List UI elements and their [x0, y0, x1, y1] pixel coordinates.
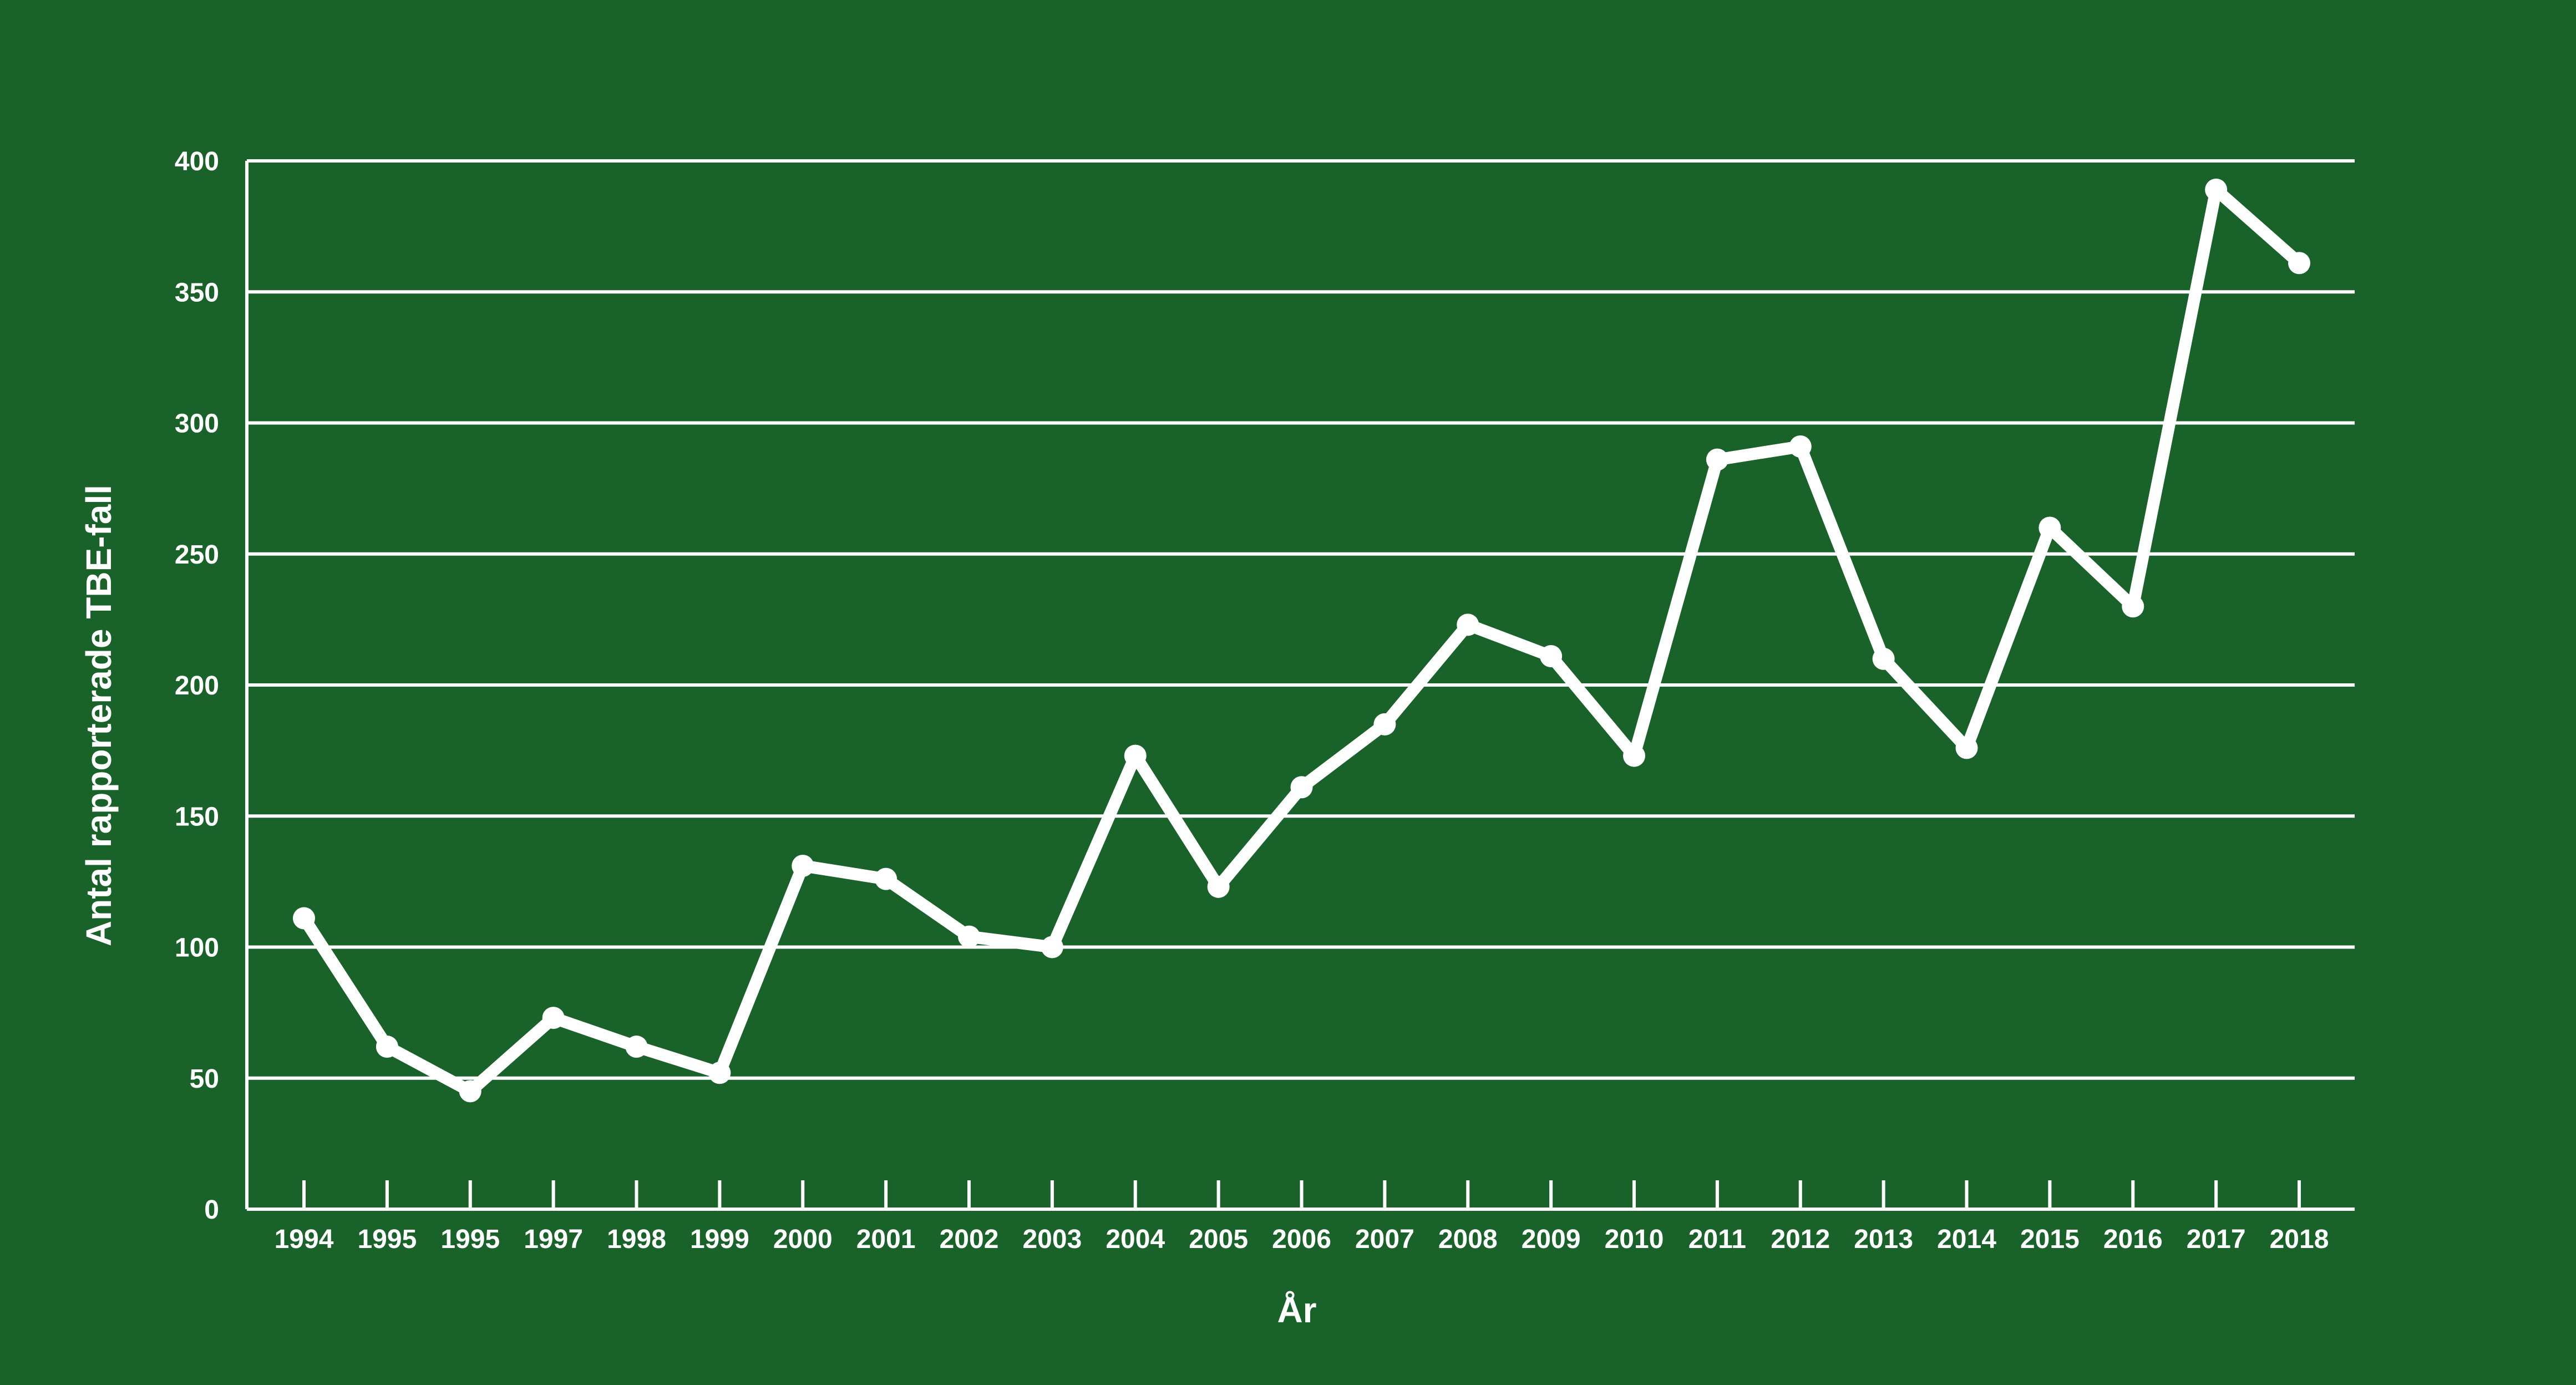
y-tick-labels: 0 50 100 150 200 250 300 350 400	[175, 147, 219, 1225]
data-point	[1041, 936, 1063, 958]
y-tick-label: 250	[175, 540, 219, 570]
x-tick-label: 1998	[607, 1225, 666, 1254]
x-tick-label: 2016	[2103, 1225, 2163, 1254]
y-tick-label: 100	[175, 934, 219, 963]
data-point	[459, 1080, 481, 1103]
x-tick-label: 2015	[2020, 1225, 2080, 1254]
data-point	[875, 867, 897, 890]
x-tick-label: 2007	[1355, 1225, 1414, 1254]
y-tick-label: 50	[190, 1064, 219, 1094]
data-point	[542, 1007, 565, 1029]
x-tick-label: 2004	[1106, 1225, 1165, 1254]
x-tick-label: 1997	[524, 1225, 583, 1254]
x-tick-label: 2012	[1771, 1225, 1830, 1254]
axes	[245, 161, 2355, 1211]
x-tick-label: 2001	[856, 1225, 916, 1254]
data-point	[2039, 516, 2061, 539]
y-axis-label: Antal rapporterade TBE-fall	[79, 485, 119, 946]
x-tick-label: 1995	[440, 1225, 500, 1254]
series	[293, 178, 2310, 1103]
data-point	[293, 907, 315, 930]
x-tick-label: 1995	[357, 1225, 417, 1254]
data-point	[2122, 595, 2144, 618]
data-point	[1457, 613, 1479, 636]
x-tick-label: 1994	[275, 1225, 334, 1254]
data-point	[1124, 744, 1147, 767]
y-tick-label: 0	[204, 1195, 219, 1225]
gridlines	[247, 159, 2355, 1080]
x-tick-label: 2017	[2187, 1225, 2246, 1254]
data-point	[1872, 647, 1895, 670]
data-point	[1290, 776, 1313, 799]
data-point	[1789, 435, 1812, 458]
x-tick-label: 2010	[1605, 1225, 1664, 1254]
x-tick-label: 2014	[1937, 1225, 1996, 1254]
data-point	[1207, 875, 1230, 898]
x-tick-label: 2006	[1272, 1225, 1331, 1254]
x-tick-label: 2011	[1688, 1225, 1746, 1254]
data-point	[1955, 737, 1978, 759]
x-tick-label: 2000	[773, 1225, 833, 1254]
data-point	[792, 855, 814, 877]
x-tick-label: 2005	[1189, 1225, 1248, 1254]
x-axis-label: År	[1277, 1290, 1316, 1330]
y-tick-label: 300	[175, 409, 219, 439]
x-tick-label: 2009	[1522, 1225, 1581, 1254]
x-tick-label: 2003	[1022, 1225, 1082, 1254]
data-point	[958, 925, 980, 948]
x-tick-label: 2013	[1854, 1225, 1913, 1254]
x-tick-label: 2018	[2270, 1225, 2329, 1254]
data-point	[2288, 252, 2310, 275]
x-tick-labels: 1994 1995 1995 1997 1998 1999 2000 2001 2002 2003…	[275, 1225, 2329, 1254]
y-tick-label: 200	[175, 671, 219, 701]
data-point	[1623, 744, 1645, 767]
x-tick-label: 1999	[690, 1225, 749, 1254]
data-point	[708, 1062, 731, 1084]
data-point	[376, 1036, 398, 1058]
x-tick-label: 2002	[940, 1225, 999, 1254]
data-point	[1540, 645, 1563, 668]
data-point	[625, 1036, 648, 1058]
data-point	[1706, 448, 1728, 471]
y-tick-label: 150	[175, 802, 219, 831]
x-tick-label: 2008	[1438, 1225, 1498, 1254]
y-tick-label: 350	[175, 278, 219, 307]
data-point	[2205, 178, 2228, 201]
data-point	[1373, 713, 1396, 735]
y-tick-label: 400	[175, 147, 219, 176]
